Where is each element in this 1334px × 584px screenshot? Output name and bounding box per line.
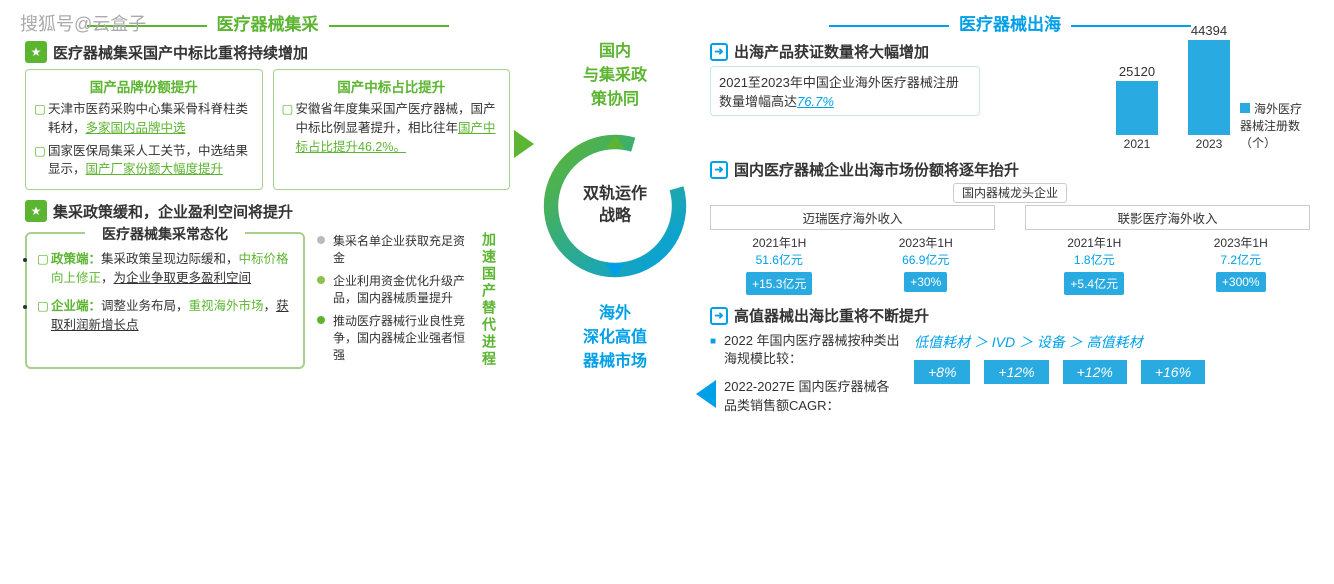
center-section: 国内 与集采政 策协同 双轨运作 战略 海外 深化高值 器械市场 — [520, 0, 710, 584]
right-h1: 出海产品获证数量将大幅增加 — [734, 41, 929, 62]
arrow-icon: ➜ — [710, 161, 728, 179]
left-section: 医疗器械集采 ★ 医疗器械集采国产中标比重将持续增加 国产品牌份额提升 天津市医… — [0, 0, 520, 584]
company-header: 国内器械龙头企业 — [953, 183, 1067, 203]
left-h1: 医疗器械集采国产中标比重将持续增加 — [53, 42, 308, 63]
circle-text: 双轨运作 战略 — [583, 184, 647, 229]
box-brand: 国产品牌份额提升 天津市医药采购中心集采骨科脊柱类耗材，多家国内品牌中选 国家医… — [25, 69, 263, 190]
cagr-tag: +12% — [984, 360, 1048, 384]
chart-legend: 海外医疗器械注册数（个） — [1240, 100, 1310, 151]
box2-title: 国产中标占比提升 — [282, 76, 502, 96]
center-bottom-label: 海外 深化高值 器械市场 — [520, 302, 710, 374]
cagr-note: 2022 年国内医疗器械按种类出海规模比较： — [710, 332, 900, 368]
left-h2: 集采政策缓和，企业盈利空间将提升 — [53, 201, 293, 222]
norm-box: 医疗器械集采常态化 政策端：集采政策呈现边际缓和，中标价格向上修正，为企业争取更… — [25, 232, 305, 369]
cagr-tag: +8% — [914, 360, 970, 384]
box1-item: 天津市医药采购中心集采骨科脊柱类耗材，多家国内品牌中选 — [34, 100, 254, 138]
cycle-diagram: 双轨运作 战略 — [535, 126, 695, 286]
right-h2: 国内医疗器械企业出海市场份额将逐年抬升 — [734, 159, 1019, 180]
cagr-tag: +16% — [1141, 360, 1205, 384]
box1-item: 国家医保局集采人工关节，中选结果显示，国产厂家份额大幅度提升 — [34, 142, 254, 180]
box2-item: 安徽省年度集采国产医疗器械，国产中标比例显著提升，相比往年国产中标占比提升46.… — [282, 100, 502, 156]
right-title: 医疗器械出海 — [710, 10, 1310, 35]
bar: 251202021 — [1116, 64, 1158, 151]
right-section: 医疗器械出海 ➜ 出海产品获证数量将大幅增加 2021至2023年中国企业海外医… — [710, 0, 1330, 584]
norm-title: 医疗器械集采常态化 — [85, 224, 245, 244]
quote-box: 2021至2023年中国企业海外医疗器械注册数量增幅高达76.7% — [710, 66, 980, 116]
revenue-col: 联影医疗海外收入 2021年1H1.8亿元+5.4亿元 2023年1H7.2亿元… — [1025, 205, 1310, 295]
timeline-node: 推动医疗器械行业良性竞争，国内器械企业强者恒强 — [333, 312, 467, 363]
timeline: 集采名单企业获取充足资金 企业利用资金优化升级产品，国内器械质量提升 推动医疗器… — [317, 232, 467, 369]
star-icon: ★ — [25, 41, 47, 63]
timeline-node: 集采名单企业获取充足资金 — [333, 232, 467, 266]
timeline-node: 企业利用资金优化升级产品，国内器械质量提升 — [333, 272, 467, 306]
arrow-icon: ➜ — [710, 307, 728, 325]
comparison-text: 低值耗材 ＞ IVD ＞ 设备 ＞ 高值耗材 — [914, 332, 1310, 352]
norm-item: 政策端：集采政策呈现边际缓和，中标价格向上修正，为企业争取更多盈利空间 — [37, 250, 293, 289]
arrow-icon: ➜ — [710, 43, 728, 61]
revenue-col: 迈瑞医疗海外收入 2021年1H51.6亿元+15.3亿元 2023年1H66.… — [710, 205, 995, 295]
cagr-tags: +8% +12% +12% +16% — [914, 360, 1310, 384]
right-h3: 高值器械出海比重将不断提升 — [734, 305, 929, 326]
box1-title: 国产品牌份额提升 — [34, 76, 254, 96]
triangle-icon — [514, 130, 534, 158]
center-top-label: 国内 与集采政 策协同 — [520, 40, 710, 112]
norm-item: 企业端：调整业务布局，重视海外市场，获取利润新增长点 — [37, 297, 293, 336]
revenue-grid: 迈瑞医疗海外收入 2021年1H51.6亿元+15.3亿元 2023年1H66.… — [710, 205, 1310, 295]
bar-chart: 251202021443942023 — [1116, 41, 1230, 151]
bar: 443942023 — [1188, 23, 1230, 151]
cagr-note: 2022-2027E 国内医疗器械各品类销售额CAGR： — [710, 378, 900, 414]
star-icon: ★ — [25, 200, 47, 222]
cagr-tag: +12% — [1063, 360, 1127, 384]
main-infographic: 医疗器械集采 ★ 医疗器械集采国产中标比重将持续增加 国产品牌份额提升 天津市医… — [0, 0, 1334, 584]
watermark: 搜狐号@云盒子 — [20, 10, 146, 36]
vertical-label: 加速国产替代进程 — [479, 232, 499, 369]
box-bid: 国产中标占比提升 安徽省年度集采国产医疗器械，国产中标比例显著提升，相比往年国产… — [273, 69, 511, 190]
